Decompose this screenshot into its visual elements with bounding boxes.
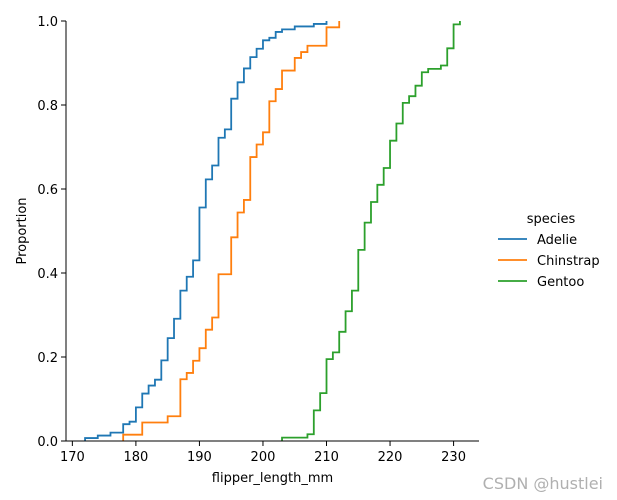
y-tick-label: 1.0 xyxy=(37,15,58,30)
x-tick-label: 220 xyxy=(378,450,403,465)
watermark-text: CSDN @hustlei xyxy=(483,474,603,493)
y-axis-ticks: 0.0 0.2 0.4 0.6 0.8 1.0 xyxy=(37,15,66,450)
legend: species Adelie Chinstrap Gentoo xyxy=(498,212,600,290)
legend-label-gentoo: Gentoo xyxy=(537,275,584,290)
legend-title: species xyxy=(527,212,576,227)
y-tick-label: 0.0 xyxy=(37,435,58,450)
y-tick-label: 0.4 xyxy=(37,267,58,282)
y-tick-label: 0.8 xyxy=(37,99,58,114)
x-tick-label: 170 xyxy=(60,450,85,465)
plot-area xyxy=(84,21,461,441)
y-tick-label: 0.2 xyxy=(37,351,58,366)
y-axis-label: Proportion xyxy=(15,197,30,264)
legend-label-chinstrap: Chinstrap xyxy=(537,254,600,269)
x-tick-label: 190 xyxy=(187,450,212,465)
x-tick-label: 200 xyxy=(251,450,276,465)
x-tick-label: 230 xyxy=(441,450,466,465)
y-tick-label: 0.6 xyxy=(37,183,58,198)
series-line-chinstrap xyxy=(122,21,341,441)
x-axis-label: flipper_length_mm xyxy=(212,471,333,486)
x-axis-ticks: 170 180 190 200 210 220 230 xyxy=(60,441,466,465)
series-line-gentoo xyxy=(281,21,461,441)
x-tick-label: 210 xyxy=(314,450,339,465)
series-line-adelie xyxy=(84,21,328,441)
legend-label-adelie: Adelie xyxy=(537,233,577,248)
x-tick-label: 180 xyxy=(123,450,148,465)
